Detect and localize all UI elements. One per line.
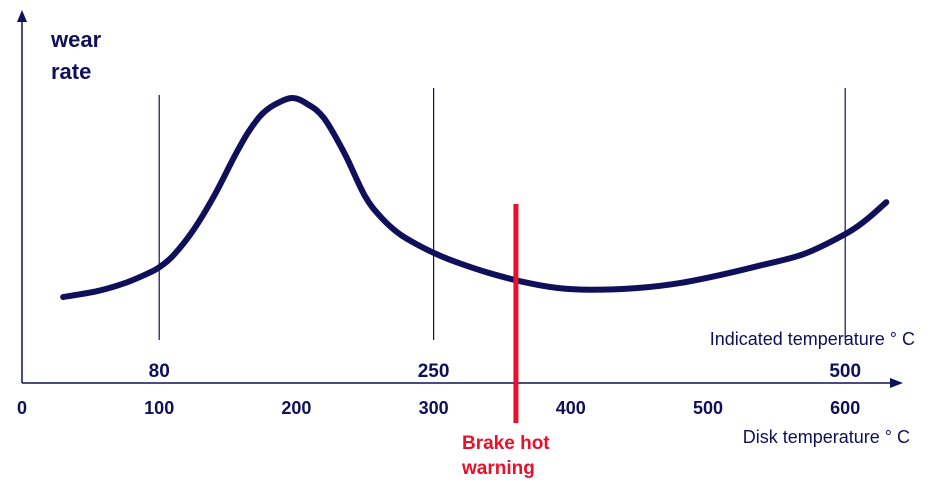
indicated-marker-label: 250 (418, 361, 450, 382)
x-tick-label: 400 (556, 398, 586, 418)
y-axis-arrow (17, 10, 27, 22)
wear-rate-curve (60, 94, 890, 301)
indicated-marker-label: 80 (149, 361, 170, 382)
brake-hot-warning-label-line2: warning (461, 458, 535, 479)
disk-temperature-label: Disk temperature ° C (743, 427, 910, 447)
x-tick-label: 600 (830, 398, 860, 418)
indicated-temperature-label: Indicated temperature ° C (710, 329, 915, 349)
x-tick-label: 300 (419, 398, 449, 418)
indicated-marker-label: 500 (829, 361, 861, 382)
brake-hot-warning-label-line1: Brake hot (462, 433, 550, 454)
x-tick-label: 100 (144, 398, 174, 418)
x-axis-arrow (890, 378, 903, 388)
x-tick-label: 0 (17, 398, 27, 418)
x-tick-label: 500 (693, 398, 723, 418)
y-axis-label-line1: wear (50, 27, 102, 52)
x-tick-label: 200 (281, 398, 311, 418)
y-axis-label-line2: rate (51, 59, 91, 84)
